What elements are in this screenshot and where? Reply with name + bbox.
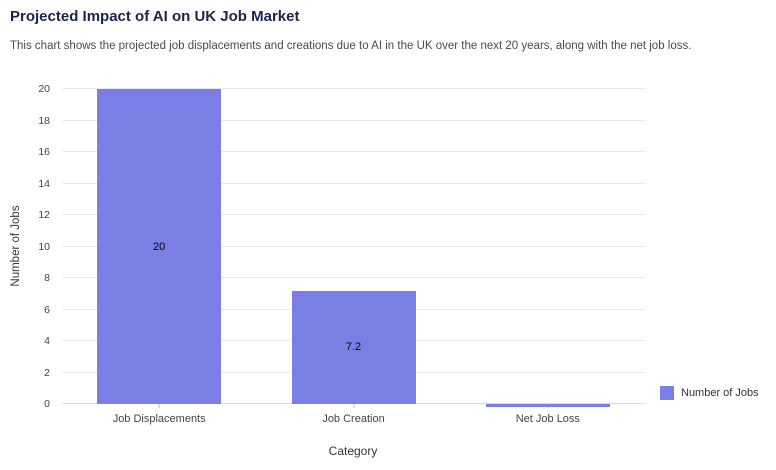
legend-label: Number of Jobs — [681, 387, 759, 399]
y-tick-label: 12 — [38, 209, 50, 221]
bar-net-job-loss[interactable] — [485, 404, 610, 408]
x-axis-title: Category — [328, 444, 378, 458]
gridline — [62, 182, 645, 184]
y-tick-label: 10 — [38, 240, 50, 253]
gridline — [62, 151, 645, 152]
y-tick-label: 2 — [44, 366, 50, 379]
gridline — [62, 88, 645, 89]
gridline — [62, 119, 645, 121]
bar-value-label: 20 — [153, 240, 166, 253]
plot-area: 20 Job Displacements 7.2 Job Creation Net Jo… — [62, 88, 645, 425]
bar-job-creation[interactable]: 7.2 — [291, 290, 416, 404]
y-tick-label: 14 — [38, 177, 50, 190]
legend[interactable]: Number of Jobs — [660, 386, 759, 400]
legend-swatch — [660, 386, 674, 400]
y-tick-label: 18 — [38, 114, 50, 127]
x-tick-mark — [353, 404, 354, 408]
x-tick-label: Job Displacements — [112, 413, 206, 425]
chart-title: Projected Impact of AI on UK Job Market — [10, 8, 300, 25]
x-tick-mark — [158, 404, 160, 408]
y-tick-label: 8 — [44, 272, 50, 284]
y-tick-label: 6 — [44, 303, 50, 316]
y-tick-label: 4 — [44, 335, 50, 347]
gridline — [62, 245, 645, 247]
gridline — [62, 214, 645, 215]
y-axis-ticks: 0 2 4 6 8 10 12 14 16 18 20 — [0, 83, 56, 410]
y-tick-label: 20 — [38, 83, 50, 95]
chart-subtitle: This chart shows the projected job displ… — [10, 40, 692, 52]
gridline — [62, 277, 645, 278]
bar-value-label: 7.2 — [345, 341, 362, 354]
y-tick-label: 16 — [38, 146, 50, 158]
bar-job-displacements[interactable]: 20 — [97, 89, 222, 404]
x-tick-label: Job Creation — [322, 413, 385, 425]
y-tick-label: 0 — [44, 398, 50, 410]
x-tick-label: Net Job Loss — [515, 413, 580, 425]
